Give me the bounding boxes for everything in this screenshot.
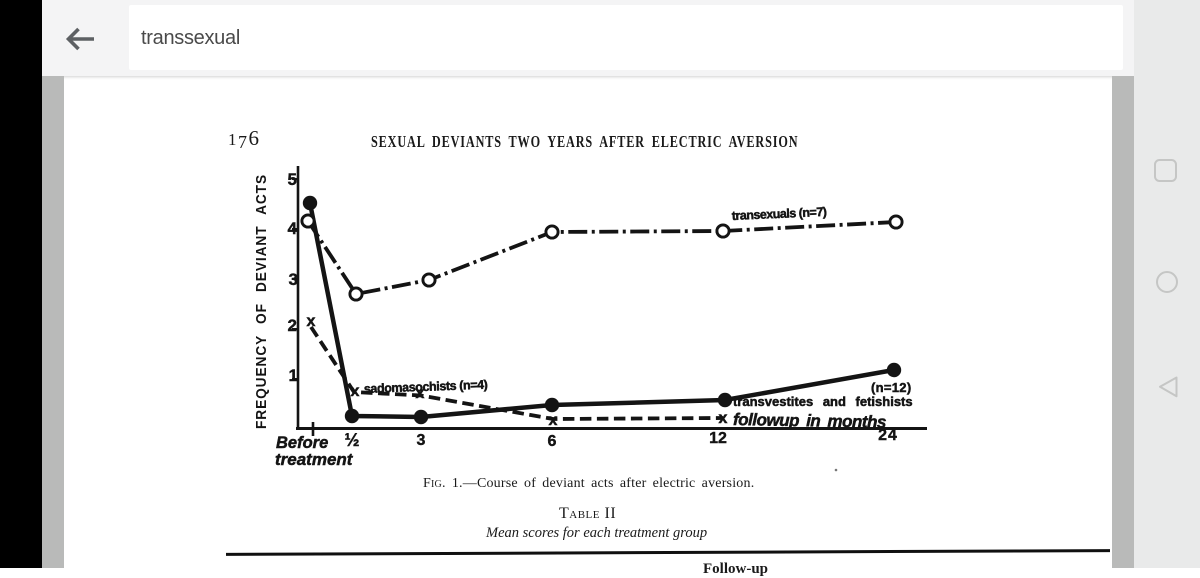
svg-text:Before: Before xyxy=(276,434,328,452)
svg-text:1: 1 xyxy=(289,366,298,385)
svg-text:FREQUENCY OF DEVIANT ACTS: FREQUENCY OF DEVIANT ACTS xyxy=(253,174,270,429)
svg-text:followup in months: followup in months xyxy=(733,410,886,432)
svg-text:x: x xyxy=(351,383,360,400)
svg-text:6: 6 xyxy=(548,433,557,450)
svg-text:x: x xyxy=(549,412,558,429)
svg-text:12: 12 xyxy=(709,430,727,447)
svg-text:(n=12): (n=12) xyxy=(871,380,911,395)
svg-text:½: ½ xyxy=(344,430,359,450)
svg-text:x: x xyxy=(307,313,316,330)
svg-text:2: 2 xyxy=(288,316,297,335)
svg-text:4: 4 xyxy=(288,219,298,238)
svg-text:transvestites and fetishists: transvestites and fetishists xyxy=(733,394,913,409)
svg-text:3: 3 xyxy=(289,270,298,289)
svg-text:x: x xyxy=(416,385,425,402)
svg-text:x: x xyxy=(719,410,728,427)
svg-text:3: 3 xyxy=(417,432,426,449)
svg-text:sadomasochists (n=4): sadomasochists (n=4) xyxy=(364,378,488,396)
svg-text:5: 5 xyxy=(288,170,297,189)
svg-text:transexuals (n=7): transexuals (n=7) xyxy=(732,205,828,223)
svg-text:24: 24 xyxy=(878,427,898,444)
svg-text:treatment: treatment xyxy=(275,450,354,469)
